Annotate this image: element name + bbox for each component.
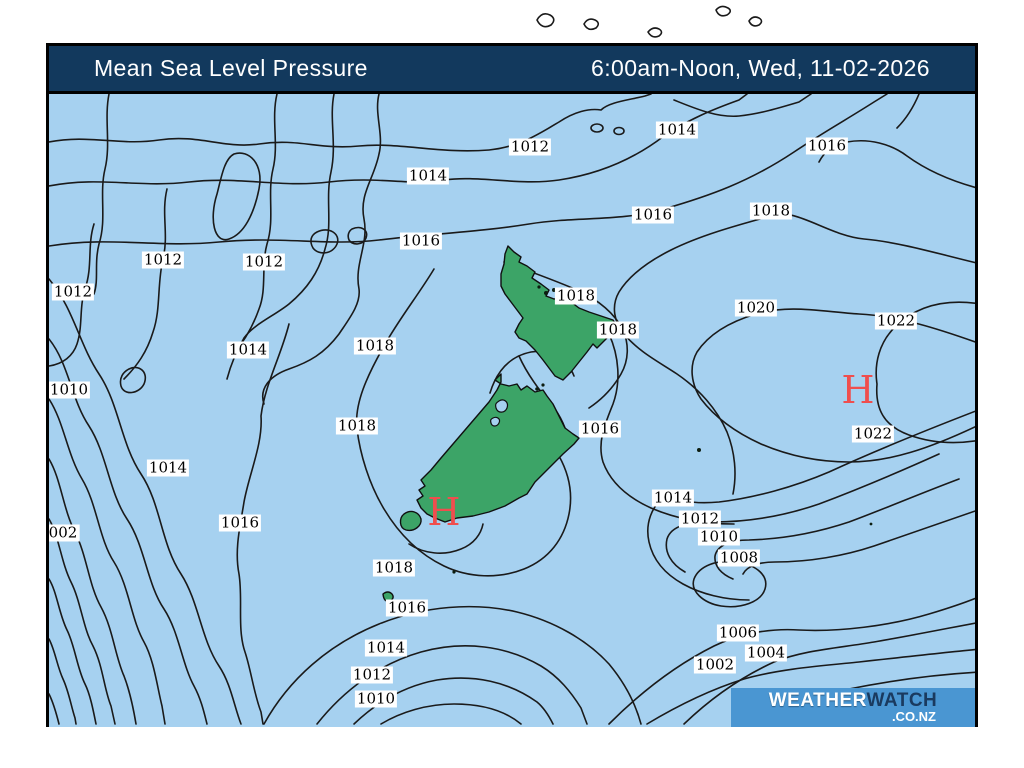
pressure-label: 1010 <box>49 380 91 399</box>
pressure-label: 1014 <box>655 120 699 139</box>
pressure-label: 1012 <box>350 665 394 684</box>
pressure-label: 1016 <box>631 205 675 224</box>
pressure-label: 1010 <box>697 527 741 546</box>
isobar-contours <box>49 94 975 725</box>
pressure-map: 1012 1014 1014 1016 1016 1018 1016 1012 1012 1012… <box>49 94 975 727</box>
pressure-label: 1008 <box>717 548 761 567</box>
pressure-label: 1018 <box>335 416 379 435</box>
pressure-label: 1014 <box>651 488 695 507</box>
logo-word-weather: WEATHER <box>768 690 867 711</box>
pressure-label: 1016 <box>578 419 622 438</box>
pressure-label: 1006 <box>716 623 760 642</box>
pressure-label: 1018 <box>372 558 416 577</box>
weatherwatch-logo: WEATHERWATCH .CO.NZ <box>731 688 975 727</box>
pressure-label: 1012 <box>242 252 286 271</box>
pressure-label: 1004 <box>744 643 788 662</box>
pressure-label: 1020 <box>734 298 778 317</box>
new-zealand-landmass <box>382 245 873 603</box>
pressure-label: 1016 <box>399 231 443 250</box>
pressure-label: 1016 <box>218 513 262 532</box>
logo-domain-suffix: .CO.NZ <box>891 709 936 724</box>
pressure-label: 1018 <box>554 286 598 305</box>
map-timestamp: 6:00am-Noon, Wed, 11-02-2026 <box>591 55 930 81</box>
pressure-label: 1018 <box>749 201 793 220</box>
pressure-label: 1022 <box>851 424 895 443</box>
margin-island-marks <box>536 5 763 38</box>
logo-wordmark: WEATHERWATCH <box>731 691 975 710</box>
pressure-label: 1018 <box>596 320 640 339</box>
pressure-label: 1012 <box>508 137 552 156</box>
map-header: Mean Sea Level Pressure 6:00am-Noon, Wed… <box>49 46 975 94</box>
pressure-label: 1014 <box>146 458 190 477</box>
high-pressure-marker: H <box>841 368 875 412</box>
pressure-label: 1012 <box>678 509 722 528</box>
pressure-label: 1022 <box>874 311 918 330</box>
pressure-label: 1012 <box>141 250 185 269</box>
pressure-label: 1016 <box>385 598 429 617</box>
high-pressure-marker: H <box>427 490 461 534</box>
pressure-label: 1012 <box>51 282 95 301</box>
isobar-field <box>49 94 975 725</box>
pressure-label: 1002 <box>693 655 737 674</box>
pressure-label: 002 <box>49 524 80 542</box>
map-title: Mean Sea Level Pressure <box>94 55 368 81</box>
pressure-label: 1014 <box>226 340 270 359</box>
pressure-label: 1016 <box>805 136 849 155</box>
pressure-label: 1018 <box>353 336 397 355</box>
pressure-label: 1014 <box>406 166 450 185</box>
logo-word-watch: WATCH <box>866 690 938 711</box>
weather-map-frame: Mean Sea Level Pressure 6:00am-Noon, Wed… <box>46 43 978 727</box>
pressure-label: 1014 <box>364 638 408 657</box>
pressure-label: 1010 <box>354 689 398 708</box>
